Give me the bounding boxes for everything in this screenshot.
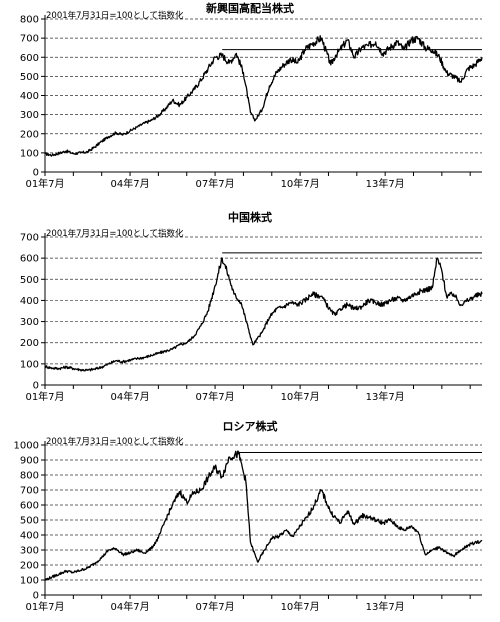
chart-note: 2001年7月31日=100として指数化 [46, 10, 184, 21]
y-tick-label: 800 [20, 15, 39, 26]
x-tick-label: 07年7月 [196, 177, 235, 190]
chart-note: 2001年7月31日=100として指数化 [46, 436, 184, 447]
y-tick-label: 400 [20, 296, 39, 307]
x-tick-label: 04年7月 [110, 390, 149, 403]
chart-title: ロシア株式 [223, 419, 278, 433]
y-tick-label: 400 [20, 91, 39, 102]
x-tick-label: 01年7月 [25, 600, 64, 613]
y-tick-label: 100 [20, 148, 39, 159]
y-tick-label: 500 [20, 275, 39, 286]
y-tick-label: 0 [33, 168, 39, 179]
chart-note: 2001年7月31日=100として指数化 [46, 228, 184, 239]
series-line [44, 35, 483, 157]
series-line [44, 257, 483, 372]
x-tick-label: 13年7月 [366, 600, 405, 613]
y-tick-label: 200 [20, 561, 39, 572]
y-tick-label: 400 [20, 531, 39, 542]
y-tick-label: 200 [20, 129, 39, 140]
y-tick-label: 800 [20, 471, 39, 482]
y-tick-label: 700 [20, 486, 39, 497]
y-tick-label: 600 [20, 254, 39, 265]
y-tick-label: 600 [20, 501, 39, 512]
y-tick-label: 500 [20, 516, 39, 527]
y-tick-label: 0 [33, 591, 39, 602]
chart-title: 中国株式 [228, 210, 272, 224]
y-tick-label: 900 [20, 456, 39, 467]
y-tick-label: 300 [20, 546, 39, 557]
chart-title: 新興国高配当株式 [206, 1, 294, 15]
y-tick-label: 200 [20, 338, 39, 349]
x-tick-label: 13年7月 [366, 390, 405, 403]
y-tick-label: 100 [20, 576, 39, 587]
y-tick-label: 500 [20, 72, 39, 83]
chart-panel-2: 0 100 200 300 400 500 600 700 01年7月 04年7月 07年7月 10年… [20, 210, 483, 403]
x-tick-label: 07年7月 [196, 390, 235, 403]
y-tick-label: 0 [33, 381, 39, 392]
y-tick-label: 600 [20, 53, 39, 64]
y-tick-label: 300 [20, 110, 39, 121]
y-tick-label: 300 [20, 317, 39, 328]
x-tick-label: 13年7月 [366, 177, 405, 190]
x-tick-label: 10年7月 [281, 390, 320, 403]
x-tick-label: 04年7月 [110, 600, 149, 613]
chart-panel-1: 0 100 200 300 400 500 600 700 800 01年7月 04年7月 07年7月… [20, 1, 483, 190]
x-tick-label: 10年7月 [281, 177, 320, 190]
series-line [44, 450, 483, 581]
x-tick-label: 01年7月 [25, 177, 64, 190]
x-tick-label: 01年7月 [25, 390, 64, 403]
x-tick-label: 07年7月 [196, 600, 235, 613]
y-tick-label: 1000 [14, 441, 39, 452]
x-tick-label: 04年7月 [110, 177, 149, 190]
chart-panel-3: 0 100 200 300 400 500 600 700 800 900 1000 01年7月 04年… [14, 419, 483, 613]
x-tick-label: 10年7月 [281, 600, 320, 613]
y-tick-label: 700 [20, 34, 39, 45]
y-tick-label: 700 [20, 233, 39, 244]
y-tick-label: 100 [20, 359, 39, 370]
